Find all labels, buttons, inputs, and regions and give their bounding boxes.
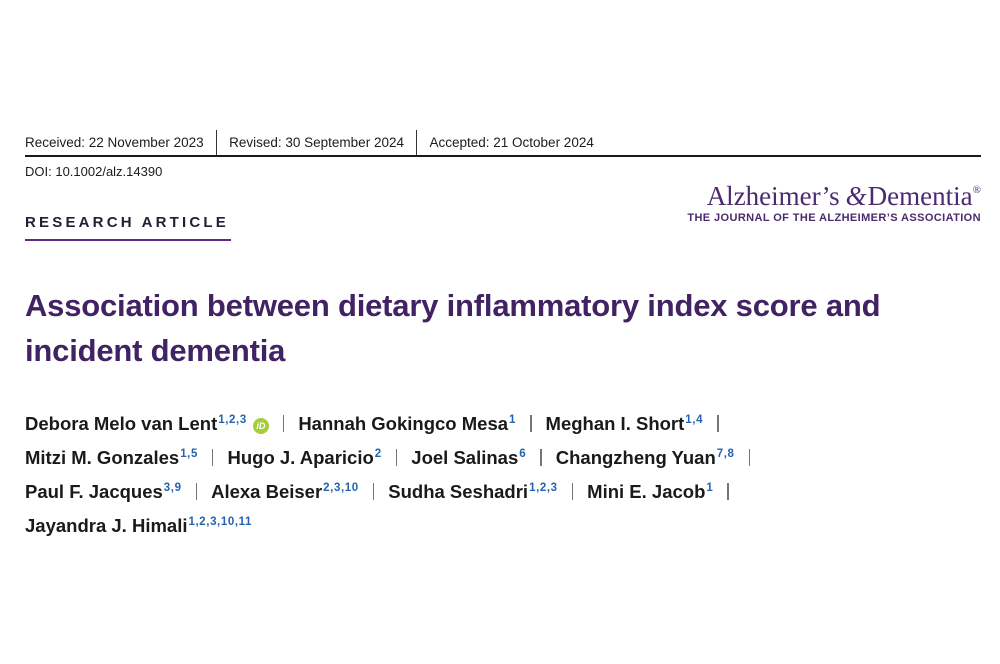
accepted-date: Accepted: 21 October 2024 bbox=[429, 135, 594, 150]
author-separator bbox=[717, 415, 719, 432]
author-separator bbox=[372, 483, 375, 500]
orcid-icon[interactable]: iD bbox=[252, 418, 269, 434]
author-name: Sudha Seshadri bbox=[388, 481, 529, 502]
author-separator bbox=[727, 483, 729, 500]
author-line: Debora Melo van Lent1,2,3 iD Hannah Goking… bbox=[25, 407, 764, 441]
author-affiliations: 1,5 bbox=[180, 448, 198, 460]
author-name: Changzheng Yuan bbox=[555, 447, 716, 468]
author: Mitzi M. Gonzales1,5 bbox=[25, 447, 198, 468]
author-line: Mitzi M. Gonzales1,5 Hugo J. Aparicio2 Joe… bbox=[25, 441, 764, 475]
author: Joel Salinas6 bbox=[411, 447, 526, 468]
author-name: Meghan I. Short bbox=[545, 413, 685, 434]
author-affiliations: 1,4 bbox=[685, 414, 704, 426]
author-name: Alexa Beiser bbox=[211, 481, 323, 502]
received-date: Received: 22 November 2023 bbox=[25, 135, 204, 150]
author-affiliations: 1 bbox=[706, 482, 714, 494]
author-separator bbox=[748, 449, 751, 466]
author: Paul F. Jacques3,9 bbox=[25, 481, 182, 502]
article-title-line1: Association between dietary inflammatory… bbox=[25, 288, 881, 323]
author-name: Joel Salinas bbox=[411, 447, 519, 468]
author: Debora Melo van Lent1,2,3 bbox=[25, 413, 247, 434]
section-label: RESEARCH ARTICLE bbox=[25, 214, 231, 241]
author-affiliations: 3,9 bbox=[163, 482, 182, 494]
journal-subtitle: THE JOURNAL OF THE ALZHEIMER’S ASSOCIATI… bbox=[687, 212, 981, 224]
author-affiliations: 1,2,3 bbox=[529, 482, 558, 494]
author-separator bbox=[395, 449, 398, 466]
author: Hannah Gokingco Mesa1 bbox=[298, 413, 516, 434]
author-line: Paul F. Jacques3,9 Alexa Beiser2,3,10 Sudh… bbox=[25, 475, 764, 509]
author-affiliations: 1,2,3 bbox=[218, 414, 247, 426]
history-divider bbox=[415, 130, 418, 155]
author-affiliations: 1,2,3,10,11 bbox=[188, 516, 253, 528]
author-affiliations: 2 bbox=[374, 448, 382, 460]
author-name: Mitzi M. Gonzales bbox=[25, 447, 180, 468]
author-list: Debora Melo van Lent1,2,3 iD Hannah Goking… bbox=[25, 407, 764, 543]
author-separator bbox=[211, 449, 214, 466]
author-line: Jayandra J. Himali1,2,3,10,11 bbox=[25, 509, 764, 543]
author: Hugo J. Aparicio2 bbox=[227, 447, 381, 468]
registered-trademark: ® bbox=[972, 184, 981, 196]
author-affiliations: 7,8 bbox=[716, 448, 735, 460]
author-name: Hannah Gokingco Mesa bbox=[298, 413, 509, 434]
journal-name-suffix: Dementia bbox=[867, 181, 973, 211]
article-title-line2: incident dementia bbox=[25, 333, 286, 368]
author: Changzheng Yuan7,8 bbox=[556, 447, 735, 468]
author: Mini E. Jacob1 bbox=[587, 481, 713, 502]
author-name: Mini E. Jacob bbox=[587, 481, 706, 502]
author-separator bbox=[540, 449, 542, 466]
author-name: Jayandra J. Himali bbox=[25, 515, 188, 536]
history-divider bbox=[215, 130, 218, 155]
author: Meghan I. Short1,4 bbox=[546, 413, 704, 434]
author-affiliations: 2,3,10 bbox=[323, 482, 359, 494]
article-history-bar: Received: 22 November 2023 Revised: 30 S… bbox=[25, 130, 981, 157]
journal-name-prefix: Alzheimer’s bbox=[706, 181, 840, 211]
author-separator bbox=[282, 415, 285, 432]
author-affiliations: 6 bbox=[519, 448, 527, 460]
author-separator bbox=[571, 483, 574, 500]
author: Alexa Beiser2,3,10 bbox=[211, 481, 359, 502]
author: Jayandra J. Himali1,2,3,10,11 bbox=[25, 515, 252, 536]
author: Sudha Seshadri1,2,3 bbox=[388, 481, 557, 502]
journal-logo: Alzheimer’s &Dementia® THE JOURNAL OF THE… bbox=[687, 176, 981, 224]
journal-name: Alzheimer’s &Dementia® bbox=[687, 176, 981, 210]
author-separator bbox=[195, 483, 198, 500]
journal-ampersand: & bbox=[845, 181, 867, 211]
author-name: Hugo J. Aparicio bbox=[227, 447, 374, 468]
revised-date: Revised: 30 September 2024 bbox=[229, 135, 404, 150]
article-title: Association between dietary inflammatory… bbox=[25, 283, 881, 373]
author-affiliations: 1 bbox=[509, 414, 517, 426]
author-name: Paul F. Jacques bbox=[25, 481, 163, 502]
author-name: Debora Melo van Lent bbox=[25, 413, 218, 434]
author-separator bbox=[530, 415, 532, 432]
doi-line: DOI: 10.1002/alz.14390 bbox=[25, 164, 163, 179]
